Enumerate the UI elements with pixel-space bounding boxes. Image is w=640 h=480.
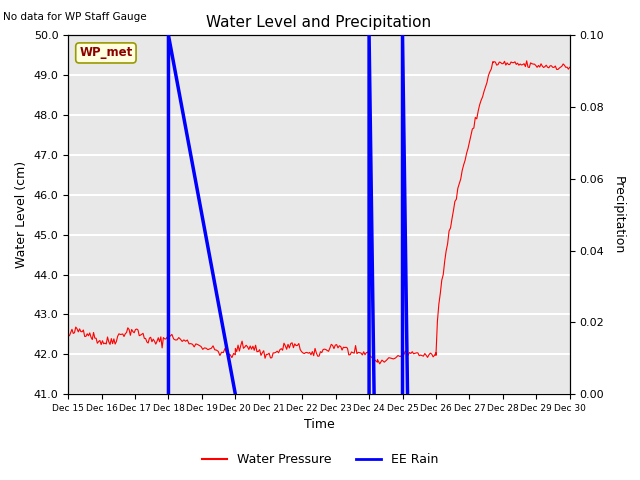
Y-axis label: Water Level (cm): Water Level (cm) [15,161,28,268]
Text: No data for WP Staff Gauge: No data for WP Staff Gauge [3,12,147,22]
Y-axis label: Precipitation: Precipitation [612,176,625,254]
Legend: Water Pressure, EE Rain: Water Pressure, EE Rain [196,448,444,471]
Text: WP_met: WP_met [79,47,132,60]
Title: Water Level and Precipitation: Water Level and Precipitation [206,15,431,30]
X-axis label: Time: Time [303,419,334,432]
